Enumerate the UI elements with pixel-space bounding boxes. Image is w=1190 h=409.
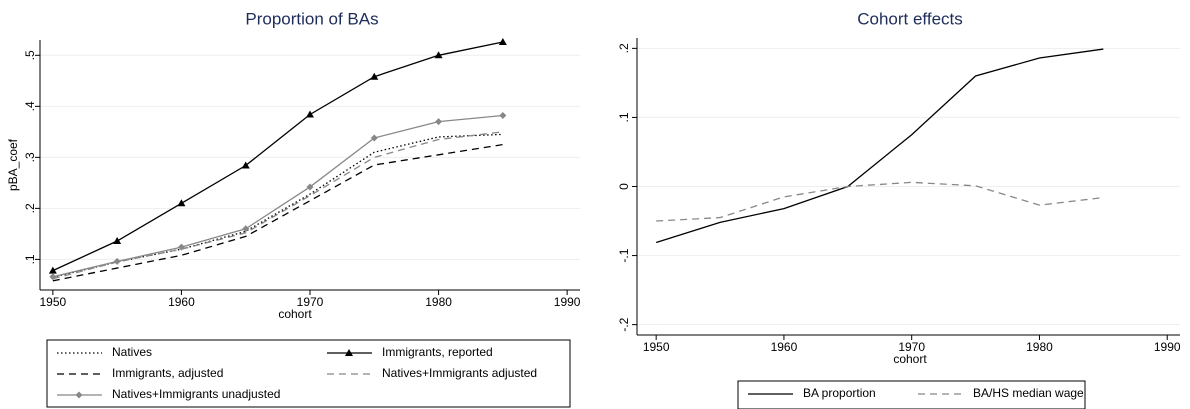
legend-label: Natives+Immigrants adjusted [382,366,537,380]
series-line [655,48,1104,244]
marker [499,112,507,120]
marker [113,257,121,265]
legend-label: Natives [112,345,152,359]
marker [242,225,250,233]
legend-box [46,339,571,408]
legend-box [737,380,1086,409]
series-line [52,41,503,272]
series-line [52,114,503,278]
marker [370,134,378,142]
chart-title: Cohort effects [857,9,963,28]
y-tick-label: -.1 [617,248,631,262]
marker [434,51,443,59]
x-tick-label: 1960 [168,295,195,309]
y-tick-label: .2 [23,203,37,213]
y-tick-label: 0 [617,183,631,190]
x-tick-label: 1980 [425,295,452,309]
legend-label: Immigrants, reported [382,345,493,359]
x-tick-label: 1950 [643,340,670,354]
legend-label: Immigrants, adjusted [112,366,223,380]
chart-title: Proportion of BAs [245,9,378,28]
series-line [52,133,503,278]
y-tick-label: .1 [23,254,37,264]
x-axis-label: cohort [893,352,927,366]
y-tick-label: .5 [23,50,37,60]
y-tick-label: .1 [617,112,631,122]
marker [435,118,443,126]
series-line [656,181,1104,222]
marker [306,183,314,191]
legend-label: BA/HS median wage [973,386,1084,400]
x-tick-label: 1960 [771,340,798,354]
x-tick-label: 1970 [898,340,925,354]
marker [306,110,314,118]
marker [113,237,122,245]
legend-marker [75,391,83,399]
x-tick-label: 1950 [40,295,67,309]
x-axis-label: cohort [278,307,312,321]
x-tick-label: 1970 [297,295,324,309]
marker [177,243,185,251]
legend-marker [345,349,353,356]
marker [177,199,186,207]
legend-label: BA proportion [803,386,876,400]
x-tick-label: 1990 [554,295,581,309]
legend-label: Natives+Immigrants unadjusted [112,387,280,401]
series-line [52,131,503,280]
x-tick-label: 1980 [1026,340,1053,354]
marker [370,72,379,80]
marker [48,266,57,274]
y-axis-label: pBA_coef [6,138,20,191]
series-line [52,143,503,282]
marker [241,161,250,169]
y-tick-label: -.2 [617,317,631,331]
marker [498,38,507,46]
y-tick-label: .2 [617,43,631,53]
x-tick-label: 1990 [1154,340,1181,354]
y-tick-label: .3 [23,152,37,162]
marker [49,273,57,281]
y-tick-label: .4 [23,101,37,111]
